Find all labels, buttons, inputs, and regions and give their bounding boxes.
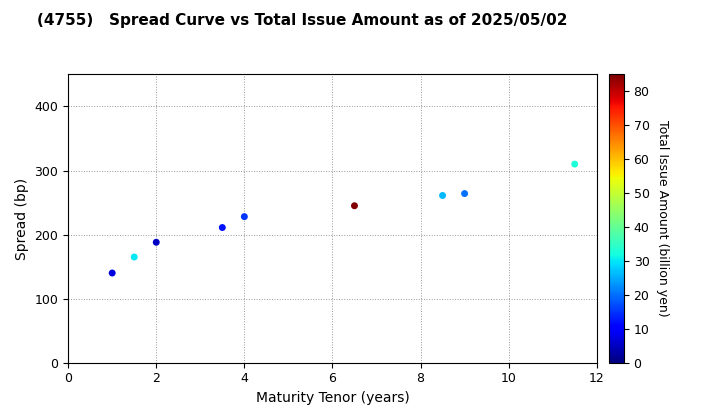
Point xyxy=(437,192,449,199)
Point xyxy=(150,239,162,246)
Y-axis label: Total Issue Amount (billion yen): Total Issue Amount (billion yen) xyxy=(656,120,669,317)
Point xyxy=(128,254,140,260)
Point xyxy=(459,190,470,197)
Y-axis label: Spread (bp): Spread (bp) xyxy=(15,178,29,260)
Point xyxy=(238,213,250,220)
Point xyxy=(217,224,228,231)
Text: (4755)   Spread Curve vs Total Issue Amount as of 2025/05/02: (4755) Spread Curve vs Total Issue Amoun… xyxy=(37,13,567,28)
Point xyxy=(348,202,360,209)
Point xyxy=(107,270,118,276)
X-axis label: Maturity Tenor (years): Maturity Tenor (years) xyxy=(256,391,409,405)
Point xyxy=(569,161,580,168)
